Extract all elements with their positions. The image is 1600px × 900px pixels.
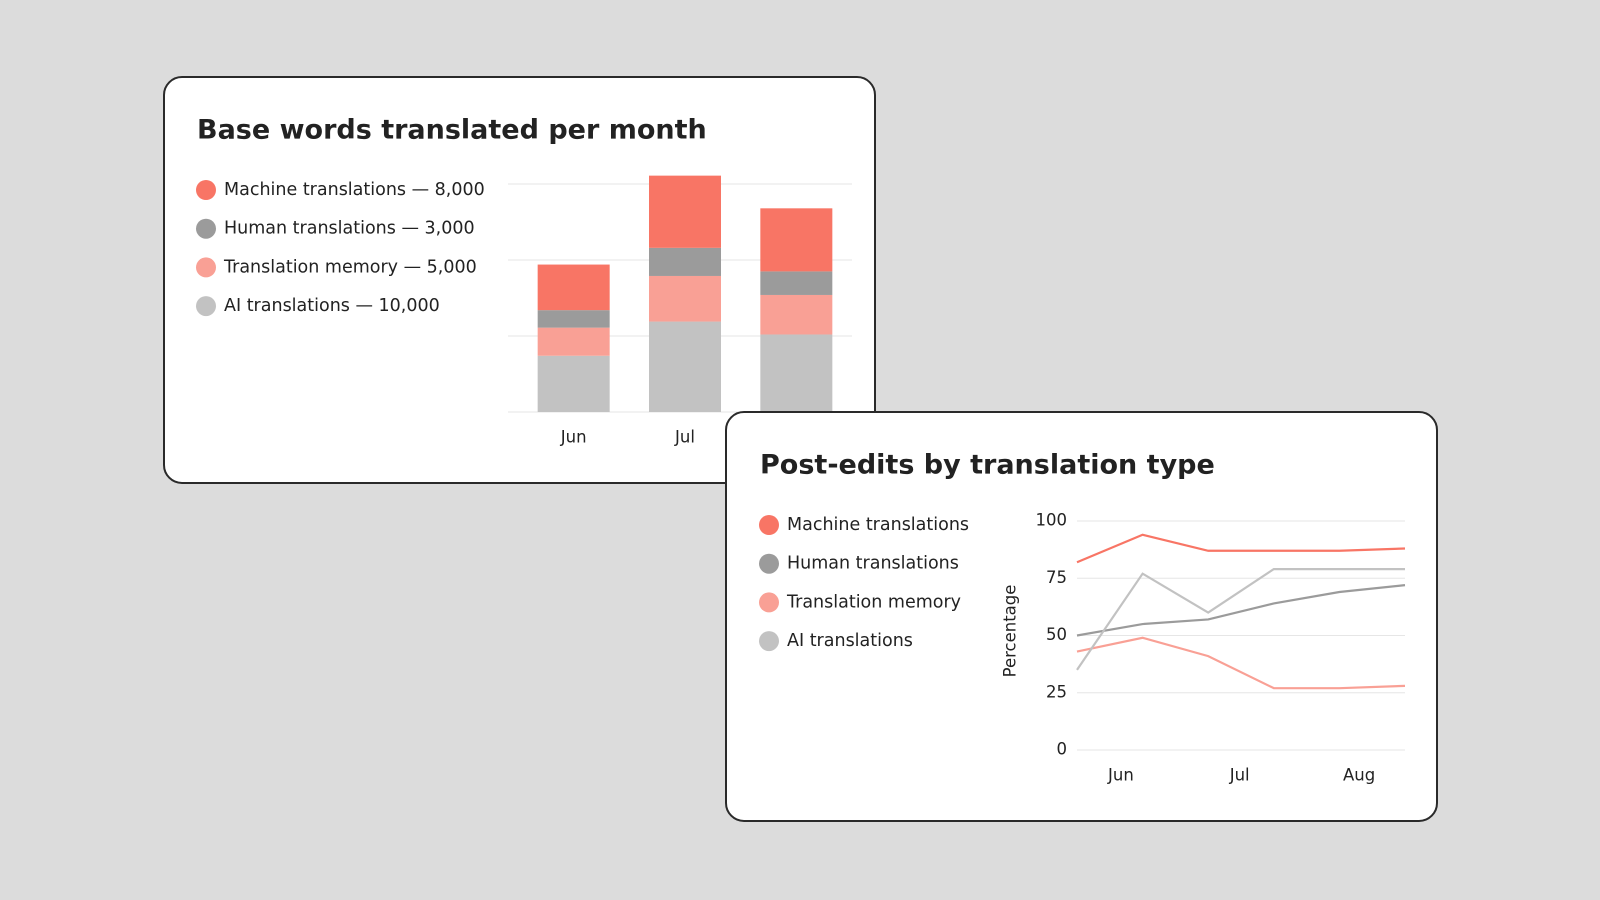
x-tick-label: Jul	[674, 428, 695, 447]
line	[1076, 636, 1406, 690]
x-tick-label: Jun	[1107, 766, 1134, 785]
card	[725, 411, 1438, 822]
legend-swatch	[759, 515, 779, 535]
legend-swatch	[196, 296, 216, 317]
legend-label: AI translations — 10,000	[224, 296, 440, 316]
y-tick-label: 0	[1057, 740, 1068, 759]
bar-segment	[537, 355, 610, 412]
legend-label: Translation memory — 5,000	[223, 257, 477, 277]
legend-swatch	[196, 257, 216, 278]
bar-segment	[649, 247, 721, 276]
chart-title: Base words translated per month	[197, 115, 707, 146]
line	[1076, 533, 1406, 564]
line	[1076, 584, 1406, 637]
bar-segment	[649, 275, 721, 322]
legend-swatch	[196, 180, 216, 200]
legend-swatch	[759, 592, 779, 613]
y-tick-label: 50	[1046, 625, 1067, 644]
y-tick-label: 100	[1036, 511, 1068, 530]
legend-label: Human translations	[787, 554, 959, 574]
legend-swatch	[759, 631, 779, 652]
legend-swatch	[196, 218, 216, 239]
bar-segment	[649, 321, 721, 412]
post-edits-card: Post-edits by translation type Percentag…	[725, 411, 1438, 822]
y-tick-label: 25	[1046, 682, 1067, 701]
bar-segment	[760, 294, 833, 335]
bar-segment	[760, 208, 833, 272]
x-tick-label: Jul	[1229, 766, 1250, 785]
y-tick-label: 75	[1046, 568, 1067, 587]
bar-segment	[649, 175, 721, 248]
y-axis-label: Percentage	[1001, 585, 1020, 678]
x-tick-label: Aug	[1343, 766, 1375, 785]
bar-segment	[537, 310, 610, 328]
bar-segment	[760, 271, 833, 295]
legend-label: Machine translations	[787, 515, 969, 535]
legend-label: Human translations — 3,000	[224, 219, 475, 239]
bar-segment	[537, 264, 610, 311]
legend-swatch	[759, 553, 779, 574]
legend-label: Machine translations — 8,000	[224, 180, 485, 200]
bar-segment	[537, 327, 610, 356]
line	[1076, 567, 1405, 671]
bar-segment	[760, 334, 833, 412]
legend-label: AI translations	[787, 631, 913, 651]
words-card: Base words translated per month Jun Jul Ma…	[163, 76, 876, 484]
x-tick-label: Jun	[560, 428, 587, 447]
chart-title: Post-edits by translation type	[760, 450, 1215, 481]
legend-label: Translation memory	[786, 592, 961, 612]
